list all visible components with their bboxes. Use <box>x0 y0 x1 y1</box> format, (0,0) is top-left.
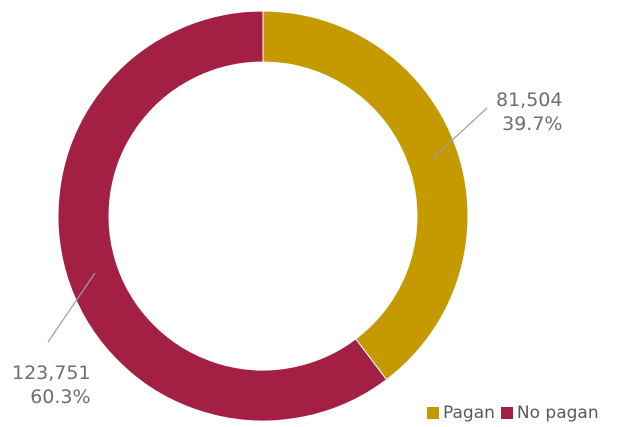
leader-line-no-pagan <box>47 272 96 343</box>
legend: Pagan No pagan <box>427 403 605 423</box>
legend-item-no-pagan: No pagan <box>500 403 599 423</box>
data-label-no-pagan-value: 123,751 <box>12 362 91 384</box>
data-label-no-pagan-percent: 60.3% <box>30 386 91 408</box>
leader-line-pagan <box>432 107 488 159</box>
data-label-pagan-value: 81,504 <box>496 89 563 111</box>
legend-label-no-pagan: No pagan <box>516 403 599 423</box>
slices-group <box>57 10 469 422</box>
slice-no-pagan <box>57 10 388 422</box>
legend-label-pagan: Pagan <box>443 403 495 423</box>
data-label-pagan-percent: 39.7% <box>502 113 563 135</box>
slice-pagan <box>262 10 469 381</box>
legend-swatch-pagan <box>427 407 439 419</box>
data-label-pagan: 81,504 39.7% <box>496 88 562 136</box>
data-label-no-pagan: 123,751 60.3% <box>12 361 91 409</box>
legend-item-pagan: Pagan <box>427 403 495 423</box>
legend-swatch-no-pagan <box>500 407 513 419</box>
